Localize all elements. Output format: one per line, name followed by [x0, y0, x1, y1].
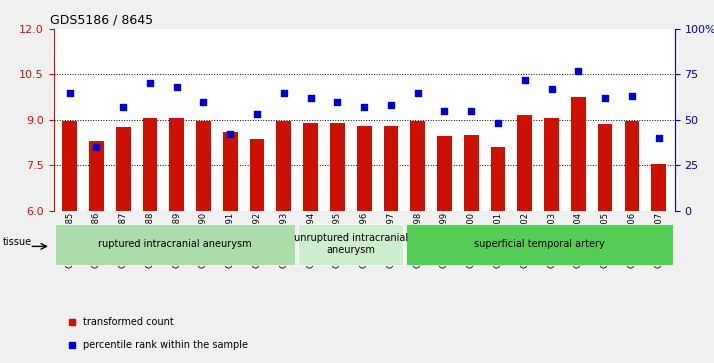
Text: tissue: tissue	[3, 237, 32, 247]
Point	[545, 86, 557, 92]
FancyBboxPatch shape	[406, 224, 673, 265]
Point	[653, 135, 664, 141]
Bar	[330, 123, 345, 211]
Bar	[571, 97, 585, 211]
Point	[573, 68, 584, 74]
Point	[438, 108, 450, 114]
Point	[224, 131, 236, 137]
Point	[64, 90, 75, 95]
Point	[386, 102, 397, 108]
Bar	[223, 132, 238, 211]
Bar	[544, 118, 559, 211]
Bar	[383, 126, 398, 211]
Point	[493, 121, 504, 126]
Bar	[303, 123, 318, 211]
Point	[466, 108, 477, 114]
Point	[626, 93, 638, 99]
Bar	[196, 121, 211, 211]
Bar	[116, 127, 131, 211]
Point	[171, 84, 182, 90]
Point	[251, 111, 263, 117]
Point	[331, 99, 343, 105]
Point	[278, 90, 290, 95]
Bar	[411, 121, 425, 211]
Point	[358, 104, 370, 110]
Bar	[491, 147, 506, 211]
Point	[305, 95, 316, 101]
Text: superficial temporal artery: superficial temporal artery	[474, 239, 605, 249]
Bar	[62, 121, 77, 211]
Text: transformed count: transformed count	[84, 317, 174, 327]
Bar	[89, 141, 104, 211]
Bar	[518, 115, 532, 211]
Bar	[169, 118, 184, 211]
FancyBboxPatch shape	[55, 224, 296, 265]
Point	[600, 95, 611, 101]
Point	[144, 81, 156, 86]
Bar	[437, 136, 452, 211]
Text: GDS5186 / 8645: GDS5186 / 8645	[51, 13, 154, 26]
Bar	[598, 124, 613, 211]
Bar	[464, 135, 478, 211]
Point	[412, 90, 423, 95]
Bar	[143, 118, 157, 211]
Text: percentile rank within the sample: percentile rank within the sample	[84, 340, 248, 350]
Bar	[651, 164, 666, 211]
Point	[91, 144, 102, 150]
Bar	[250, 139, 264, 211]
Bar	[625, 121, 639, 211]
Bar	[276, 121, 291, 211]
Bar	[357, 126, 371, 211]
Point	[519, 77, 531, 83]
Text: ruptured intracranial aneurysm: ruptured intracranial aneurysm	[99, 239, 252, 249]
FancyBboxPatch shape	[298, 224, 403, 265]
Text: unruptured intracranial
aneurysm: unruptured intracranial aneurysm	[293, 233, 408, 255]
Point	[117, 104, 129, 110]
Point	[198, 99, 209, 105]
